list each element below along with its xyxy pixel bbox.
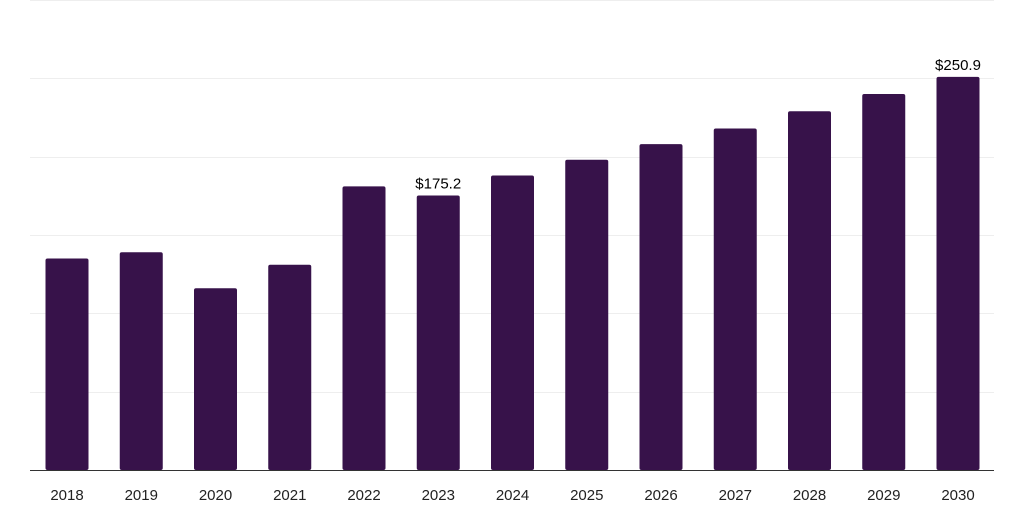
bars [45, 76, 980, 471]
bar-2029 [862, 94, 906, 470]
x-tick-label-2025: 2025 [570, 487, 603, 504]
bar-2022 [342, 186, 386, 470]
x-tick-label-2021: 2021 [273, 487, 306, 504]
bar-2019 [119, 252, 163, 470]
bar-2030 [936, 76, 980, 471]
bar-2026 [639, 144, 683, 470]
x-tick-label-2030: 2030 [941, 487, 974, 504]
x-tick-label-2026: 2026 [644, 487, 677, 504]
bar-2024 [491, 175, 534, 470]
x-tick-labels: 2018 2019 2020 2021 2022 2023 2024 2025 2026 2027… [50, 487, 974, 504]
x-tick-label-2023: 2023 [422, 487, 455, 504]
data-labels: $175.2 $250.9 [415, 57, 981, 193]
x-tick-label-2020: 2020 [199, 487, 232, 504]
x-tick-label-2022: 2022 [347, 487, 380, 504]
x-tick-label-2029: 2029 [867, 487, 900, 504]
bar-2027 [713, 128, 757, 470]
x-tick-label-2019: 2019 [125, 487, 158, 504]
x-tick-label-2028: 2028 [793, 487, 826, 504]
x-tick-label-2024: 2024 [496, 487, 529, 504]
bar-2020 [194, 288, 237, 470]
bar-2025 [565, 159, 609, 471]
bar-2028 [788, 111, 831, 470]
bar-2021 [268, 264, 312, 470]
x-tick-label-2027: 2027 [719, 487, 752, 504]
x-tick-label-2018: 2018 [50, 487, 83, 504]
bar-2018 [45, 258, 89, 470]
data-label-2030: $250.9 [935, 57, 981, 74]
bar-2023 [416, 195, 460, 470]
data-label-2023: $175.2 [415, 176, 461, 193]
